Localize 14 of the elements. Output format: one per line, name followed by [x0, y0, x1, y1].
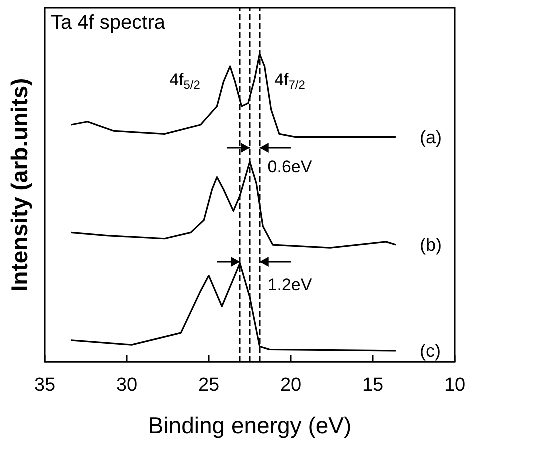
- series-label: (c): [420, 340, 441, 361]
- x-tick-label: 20: [280, 375, 302, 396]
- x-tick-label: 35: [34, 375, 56, 396]
- x-tick-label: 10: [444, 375, 466, 396]
- series-label: (b): [420, 235, 442, 256]
- x-tick-label: 30: [116, 375, 138, 396]
- x-axis-title: Binding energy (eV): [148, 412, 352, 438]
- annotation: 1.2eV: [268, 276, 313, 294]
- x-tick-label: 25: [198, 375, 220, 396]
- chart-title: Ta 4f spectra: [51, 12, 166, 34]
- y-axis-title: Intensity (arb.units): [6, 78, 32, 292]
- x-tick-label: 15: [362, 375, 384, 396]
- annotation: 0.6eV: [268, 158, 313, 176]
- series-label: (a): [420, 127, 442, 148]
